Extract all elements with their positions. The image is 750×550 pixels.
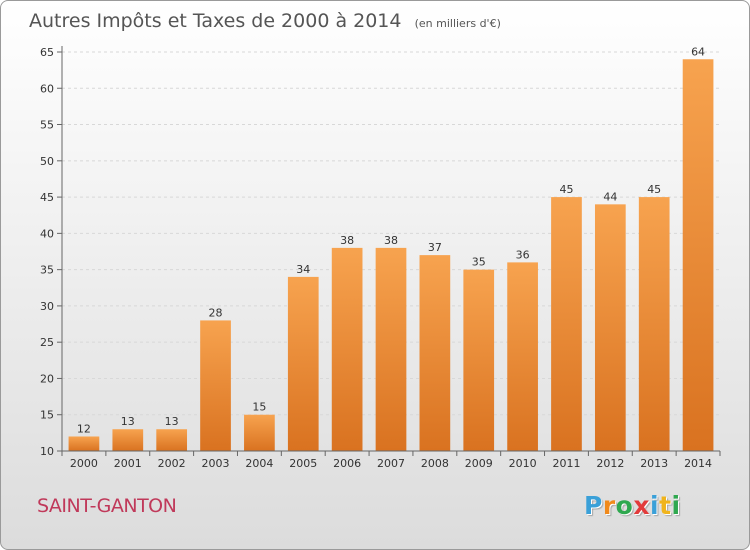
data-label: 45	[647, 183, 661, 196]
chart-title: Autres Impôts et Taxes de 2000 à 2014	[29, 10, 402, 32]
bar	[638, 197, 670, 451]
y-tick-label: 50	[40, 155, 54, 168]
bar	[331, 247, 363, 451]
data-label: 64	[691, 45, 705, 58]
bars	[68, 59, 714, 451]
x-tick-label: 2001	[114, 457, 142, 470]
data-label: 38	[340, 234, 354, 247]
data-label: 45	[559, 183, 573, 196]
x-tick-label: 2005	[289, 457, 317, 470]
y-tick-label: 10	[40, 445, 54, 458]
x-tick-label: 2000	[70, 457, 98, 470]
bar	[112, 429, 144, 451]
logo-letter: r	[602, 491, 616, 520]
data-label: 13	[165, 415, 179, 428]
y-tick-label: 25	[40, 336, 54, 349]
data-label: 36	[516, 248, 530, 261]
y-tick-label: 65	[40, 46, 54, 59]
data-label: 44	[603, 190, 617, 203]
y-tick-label: 30	[40, 300, 54, 313]
bar	[419, 255, 451, 451]
x-tick-label: 2004	[245, 457, 273, 470]
bar	[68, 436, 100, 451]
axes	[61, 46, 720, 452]
y-tick-label: 35	[40, 264, 54, 277]
proxiti-logo: Proxiti	[584, 491, 681, 520]
logo-letter: o	[615, 491, 634, 520]
x-tick-label: 2008	[421, 457, 449, 470]
logo-letter: i	[671, 491, 681, 520]
y-axis-ticks: 10 15 20 25 30 35 40 45 50 55 60 65	[40, 46, 62, 458]
data-label: 35	[472, 256, 486, 269]
bar	[156, 429, 188, 451]
chart-subtitle: (en milliers d'€)	[415, 17, 501, 30]
x-tick-label: 2007	[377, 457, 405, 470]
data-label: 37	[428, 241, 442, 254]
bar	[244, 414, 275, 451]
y-tick-label: 15	[40, 409, 54, 422]
x-tick-label: 2010	[509, 457, 537, 470]
x-tick-label: 2003	[202, 457, 230, 470]
y-tick-label: 20	[40, 372, 54, 385]
data-label: 28	[209, 306, 223, 319]
logo-letter: t	[659, 491, 672, 520]
data-label: 12	[77, 422, 91, 435]
bar	[463, 269, 495, 451]
x-tick-label: 2006	[333, 457, 361, 470]
bar	[375, 247, 407, 451]
y-tick-label: 40	[40, 227, 54, 240]
x-axis-ticks: 2000 2001 2002 2003 2004 2005 2006 2007 2008 2009…	[61, 451, 721, 470]
data-label: 38	[384, 234, 398, 247]
x-tick-label: 2009	[465, 457, 493, 470]
y-tick-label: 60	[40, 82, 54, 95]
bar	[200, 320, 231, 451]
bar	[287, 276, 319, 451]
data-label: 13	[121, 415, 135, 428]
x-tick-label: 2002	[158, 457, 186, 470]
location-name: SAINT-GANTON	[37, 495, 177, 517]
logo-letter: x	[633, 491, 650, 520]
bar	[551, 197, 582, 451]
y-tick-label: 55	[40, 119, 54, 132]
data-labels: 12 13 13 28 15 34 38 38 37 35 36 45 44 45 64	[77, 45, 705, 435]
chart-title-group: Autres Impôts et Taxes de 2000 à 2014 (e…	[29, 10, 501, 32]
logo-letter: i	[650, 491, 660, 520]
data-label: 34	[296, 263, 310, 276]
bar	[507, 262, 538, 451]
y-tick-label: 45	[40, 191, 54, 204]
x-tick-label: 2011	[552, 457, 580, 470]
bar	[682, 59, 714, 451]
x-tick-label: 2012	[596, 457, 624, 470]
data-label: 15	[252, 401, 266, 414]
bar	[594, 204, 626, 451]
x-tick-label: 2014	[684, 457, 712, 470]
logo-letter: P	[584, 491, 603, 520]
x-tick-label: 2013	[640, 457, 668, 470]
